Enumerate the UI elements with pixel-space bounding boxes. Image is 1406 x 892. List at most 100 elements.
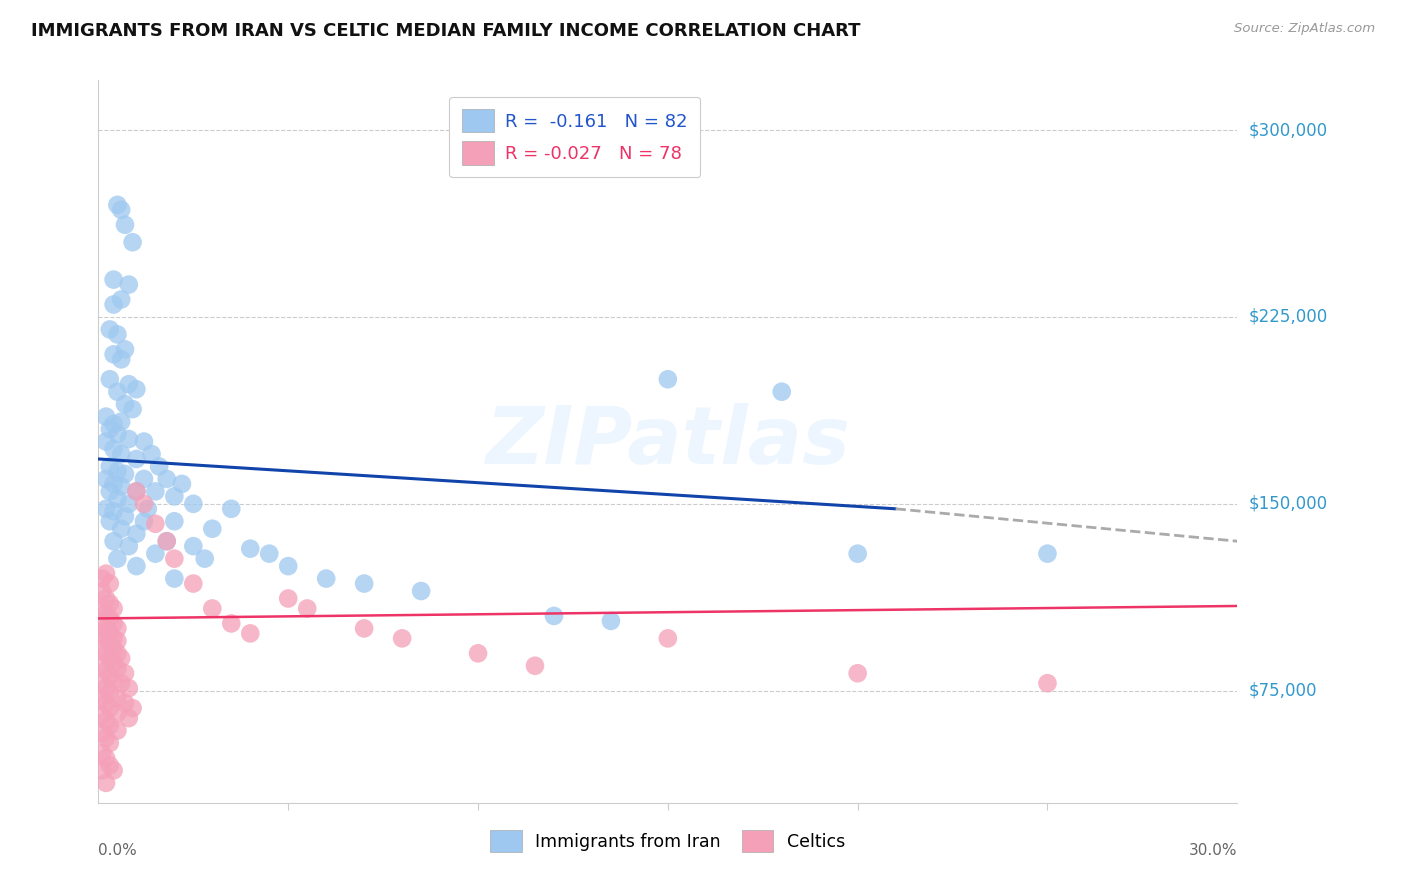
Point: [163, 489, 186, 503]
Point: [98, 651, 121, 665]
Point: [125, 559, 148, 574]
Point: [846, 547, 869, 561]
Point: [98, 597, 121, 611]
Point: [121, 402, 143, 417]
Point: [103, 272, 125, 286]
Point: [110, 293, 132, 307]
Point: [94, 621, 117, 635]
Point: [110, 202, 132, 217]
Point: [118, 711, 141, 725]
Point: [107, 427, 129, 442]
Point: [110, 522, 132, 536]
Point: [110, 415, 132, 429]
Point: [114, 467, 136, 481]
Text: 0.0%: 0.0%: [98, 843, 138, 857]
Text: $300,000: $300,000: [1249, 121, 1327, 139]
Point: [94, 646, 117, 660]
Point: [98, 758, 121, 772]
Text: IMMIGRANTS FROM IRAN VS CELTIC MEDIAN FAMILY INCOME CORRELATION CHART: IMMIGRANTS FROM IRAN VS CELTIC MEDIAN FA…: [31, 22, 860, 40]
Point: [107, 327, 129, 342]
Point: [103, 476, 125, 491]
Point: [353, 576, 375, 591]
Point: [91, 626, 114, 640]
Point: [114, 397, 136, 411]
Point: [91, 746, 114, 760]
Point: [110, 651, 132, 665]
Point: [125, 526, 148, 541]
Point: [132, 514, 155, 528]
Point: [121, 701, 143, 715]
Point: [259, 547, 281, 561]
Point: [846, 666, 869, 681]
Legend: Immigrants from Iran, Celtics: Immigrants from Iran, Celtics: [484, 823, 852, 859]
Point: [94, 409, 117, 424]
Point: [156, 472, 179, 486]
Point: [277, 559, 299, 574]
Point: [141, 447, 163, 461]
Point: [183, 497, 205, 511]
Point: [118, 681, 141, 696]
Point: [163, 514, 186, 528]
Point: [91, 708, 114, 723]
Point: [297, 601, 319, 615]
Point: [98, 718, 121, 732]
Point: [103, 616, 125, 631]
Point: [103, 657, 125, 671]
Point: [110, 479, 132, 493]
Point: [114, 218, 136, 232]
Point: [125, 484, 148, 499]
Point: [98, 514, 121, 528]
Point: [118, 497, 141, 511]
Point: [125, 382, 148, 396]
Point: [94, 664, 117, 678]
Point: [103, 297, 125, 311]
Point: [91, 601, 114, 615]
Point: [94, 591, 117, 606]
Point: [657, 372, 679, 386]
Point: [91, 676, 114, 690]
Point: [110, 447, 132, 461]
Point: [125, 452, 148, 467]
Point: [107, 723, 129, 738]
Point: [98, 484, 121, 499]
Point: [98, 576, 121, 591]
Point: [103, 504, 125, 518]
Point: [277, 591, 299, 606]
Point: [98, 701, 121, 715]
Point: [770, 384, 793, 399]
Point: [145, 516, 167, 531]
Point: [98, 459, 121, 474]
Point: [411, 584, 433, 599]
Point: [103, 417, 125, 431]
Point: [107, 491, 129, 506]
Point: [1036, 676, 1059, 690]
Point: [391, 632, 413, 646]
Point: [239, 626, 262, 640]
Point: [98, 669, 121, 683]
Point: [91, 641, 114, 656]
Point: [114, 666, 136, 681]
Point: [98, 422, 121, 436]
Point: [353, 621, 375, 635]
Point: [103, 601, 125, 615]
Point: [118, 432, 141, 446]
Point: [94, 607, 117, 621]
Text: Source: ZipAtlas.com: Source: ZipAtlas.com: [1234, 22, 1375, 36]
Point: [98, 636, 121, 650]
Point: [94, 696, 117, 710]
Point: [201, 601, 224, 615]
Point: [94, 501, 117, 516]
Point: [91, 658, 114, 673]
Point: [163, 572, 186, 586]
Point: [94, 632, 117, 646]
Point: [114, 696, 136, 710]
Point: [94, 731, 117, 745]
Point: [148, 459, 170, 474]
Point: [145, 547, 167, 561]
Point: [103, 673, 125, 688]
Point: [91, 572, 114, 586]
Point: [125, 484, 148, 499]
Point: [91, 764, 114, 778]
Point: [221, 616, 243, 631]
Point: [1036, 547, 1059, 561]
